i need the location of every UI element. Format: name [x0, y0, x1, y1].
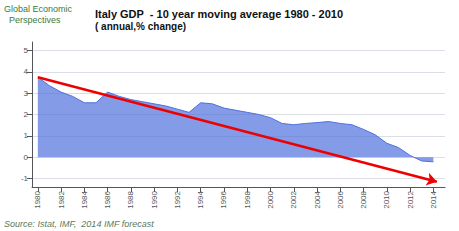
svg-text:2: 2 — [24, 110, 29, 119]
svg-text:1990: 1990 — [150, 190, 159, 208]
svg-text:2010: 2010 — [382, 190, 391, 208]
svg-text:1998: 1998 — [243, 190, 252, 208]
svg-text:5: 5 — [24, 46, 29, 55]
svg-text:-1: -1 — [21, 174, 29, 183]
svg-text:1992: 1992 — [173, 190, 182, 208]
svg-text:1996: 1996 — [219, 190, 228, 208]
svg-text:Italy GDP - 10 year moving av: Italy GDP - 10 year moving average 1980 … — [95, 8, 343, 20]
svg-text:2006: 2006 — [336, 190, 345, 208]
svg-text:2014: 2014 — [429, 190, 438, 208]
svg-text:1994: 1994 — [196, 190, 205, 208]
svg-text:1988: 1988 — [126, 190, 135, 208]
svg-text:2004: 2004 — [313, 190, 322, 208]
svg-text:Source: Istat, IMF, 2014 IMF: Source: Istat, IMF, 2014 IMF forecast — [4, 219, 154, 229]
svg-text:4: 4 — [24, 67, 29, 76]
svg-text:( annual,% change): ( annual,% change) — [95, 21, 186, 32]
svg-text:2002: 2002 — [289, 190, 298, 208]
svg-text:Perspectives: Perspectives — [4, 15, 61, 25]
svg-text:Global Economic: Global Economic — [4, 4, 73, 14]
svg-text:2008: 2008 — [359, 190, 368, 208]
svg-text:1984: 1984 — [80, 190, 89, 208]
svg-text:1980: 1980 — [33, 190, 42, 208]
svg-text:0: 0 — [24, 153, 29, 162]
svg-text:1982: 1982 — [57, 190, 66, 208]
svg-text:2000: 2000 — [266, 190, 275, 208]
svg-text:1986: 1986 — [103, 190, 112, 208]
svg-text:1: 1 — [24, 131, 29, 140]
svg-text:3: 3 — [24, 89, 29, 98]
svg-text:2012: 2012 — [406, 190, 415, 208]
